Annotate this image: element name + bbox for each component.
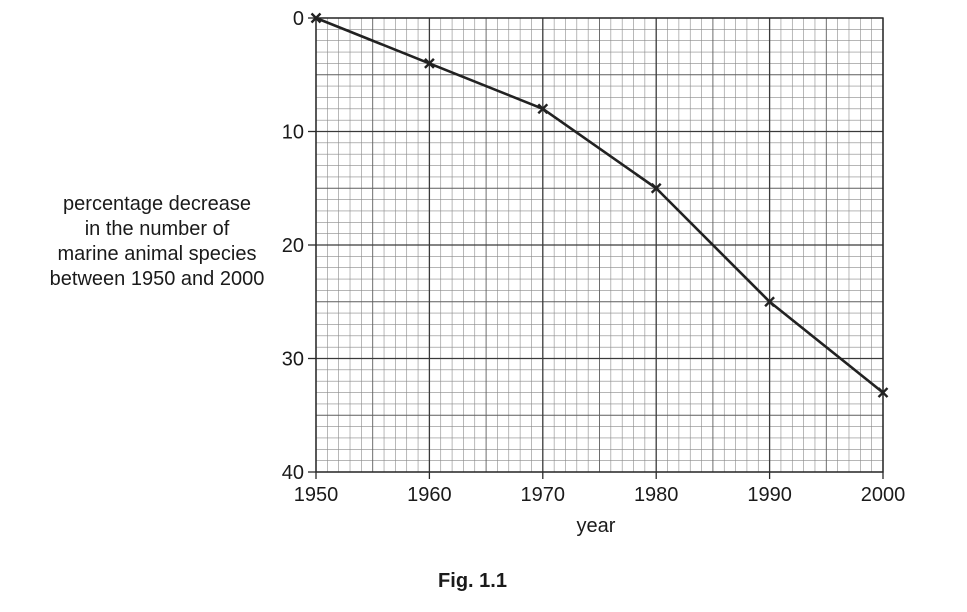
- marker-stroke: [877, 387, 889, 398]
- data-point-marker: [424, 58, 435, 69]
- marker-stroke: [537, 103, 549, 115]
- y-tick-label: 40: [282, 462, 304, 484]
- y-axis-title: percentage decrease in the number of mar…: [22, 192, 292, 292]
- data-point-marker: [650, 182, 662, 194]
- x-tick-label: 1950: [294, 484, 339, 506]
- y-axis-title-line: in the number of: [84, 218, 230, 240]
- y-tick-label: 10: [282, 122, 304, 144]
- series-layer: [310, 12, 889, 398]
- data-point-marker: [537, 103, 549, 115]
- x-axis-title: year: [577, 515, 616, 537]
- series-line: [315, 16, 884, 394]
- data-point-marker: [764, 296, 775, 308]
- y-axis-title-line: percentage decrease: [63, 193, 251, 215]
- marker-stroke: [650, 182, 662, 194]
- x-tick-label: 1980: [634, 484, 679, 506]
- x-tick-label: 2000: [861, 484, 906, 506]
- x-tick-label: 1960: [407, 484, 452, 506]
- x-tick-label: 1970: [521, 484, 566, 506]
- marker-stroke: [310, 12, 322, 24]
- marker-stroke: [424, 58, 435, 69]
- marker-stroke: [764, 296, 775, 308]
- y-tick-label: 30: [282, 349, 304, 371]
- axis-ticks: [308, 17, 884, 479]
- y-axis-title-line: marine animal species: [57, 243, 257, 265]
- y-tick-label: 0: [293, 8, 304, 30]
- data-point-marker: [877, 387, 889, 398]
- data-point-marker: [310, 12, 322, 24]
- figure-caption: Fig. 1.1: [438, 570, 507, 592]
- y-tick-label: 20: [282, 235, 304, 257]
- x-tick-label: 1990: [747, 484, 792, 506]
- y-axis-title-line: between 1950 and 2000: [49, 268, 265, 290]
